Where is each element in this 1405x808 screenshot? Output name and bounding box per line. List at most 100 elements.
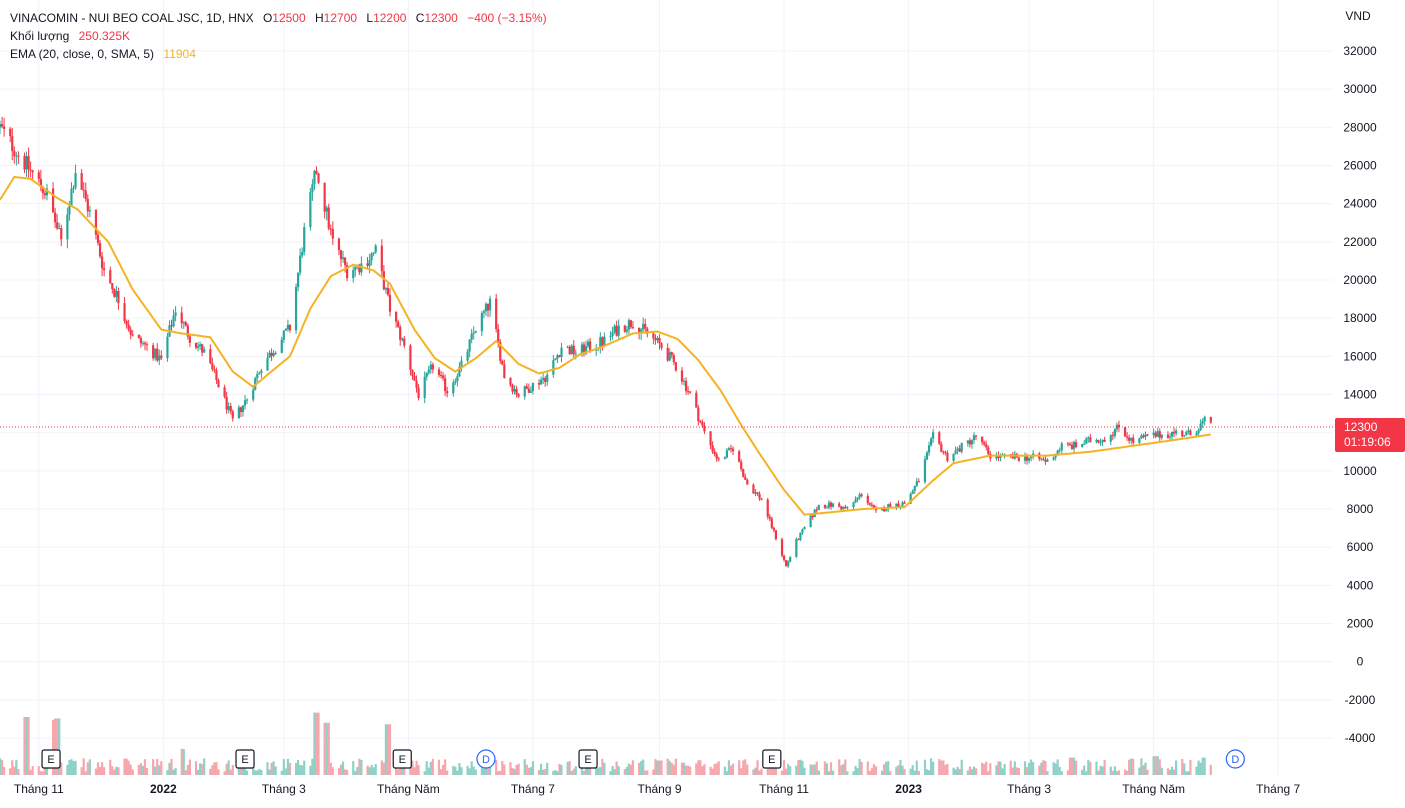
volume-legend-row[interactable]: Khối lượng 250.325K	[10, 27, 547, 45]
volume-bar	[925, 769, 929, 775]
candle-body	[772, 527, 775, 531]
volume-bar	[127, 760, 130, 775]
dividend-marker[interactable]	[1225, 749, 1245, 769]
volume-bar	[556, 771, 559, 775]
candle-body	[789, 556, 792, 562]
candle-body	[768, 516, 771, 519]
volume-bar	[1066, 770, 1069, 775]
low-value: 12200	[373, 11, 407, 25]
volume-bar	[1126, 770, 1129, 775]
candle-body	[141, 343, 145, 345]
y-axis[interactable]: VND 320003000028000260002400022000200001…	[1343, 9, 1377, 745]
candle-body	[615, 325, 618, 336]
dividend-marker[interactable]	[476, 749, 496, 769]
earnings-marker[interactable]	[392, 749, 412, 769]
volume-bar	[0, 759, 4, 775]
volume-bar	[531, 761, 535, 775]
volume-bar	[413, 767, 416, 775]
volume-bar	[697, 760, 700, 775]
candle-body	[1025, 455, 1029, 461]
candle-body	[756, 492, 759, 494]
volume-bar	[141, 765, 145, 775]
volume-bar	[597, 767, 600, 775]
volume-bar	[51, 719, 55, 775]
volume-label[interactable]: Khối lượng	[10, 29, 70, 43]
volume-bar	[895, 766, 898, 775]
volume-bar	[509, 762, 512, 775]
earnings-marker[interactable]	[578, 749, 598, 769]
earnings-marker[interactable]	[235, 749, 255, 769]
volume-bar	[809, 764, 812, 775]
volume-bar	[439, 769, 443, 775]
candle-body	[838, 503, 841, 507]
volume-bar	[0, 758, 2, 775]
candle-body	[731, 448, 735, 452]
candle-body	[929, 438, 933, 446]
candle-body	[213, 369, 216, 371]
candle-body	[384, 287, 388, 290]
ema-legend-row[interactable]: EMA (20, close, 0, SMA, 5) 11904	[10, 45, 547, 63]
volume-bar	[970, 769, 974, 775]
candle-body	[117, 291, 120, 304]
volume-bar	[311, 758, 314, 775]
candle-body	[758, 493, 761, 499]
volume-bar	[840, 765, 843, 775]
candle-body	[868, 503, 871, 505]
volume-bar	[109, 759, 112, 775]
volume-bar	[431, 758, 434, 775]
earnings-marker[interactable]	[41, 749, 61, 769]
candle-body	[1185, 431, 1188, 436]
volume-bar	[938, 758, 941, 775]
candle-body	[646, 328, 649, 334]
candle-body	[782, 555, 786, 561]
volume-bar	[154, 766, 157, 775]
x-axis[interactable]: Tháng 11 2022 Tháng 3 Tháng Năm Tháng 7 Tháng…	[14, 782, 1301, 796]
candle-body	[484, 303, 488, 312]
volume-bar	[542, 769, 545, 775]
volume-bar	[1046, 771, 1049, 775]
volume-bar	[115, 766, 118, 775]
candle-body	[370, 253, 373, 261]
candle-body	[729, 448, 733, 450]
candle-body	[695, 392, 698, 408]
volume-bar	[660, 760, 663, 775]
candle-body	[127, 324, 130, 330]
volume-bar	[601, 758, 604, 775]
candle-body	[386, 287, 390, 295]
volume-bar	[860, 762, 863, 775]
candle-body	[1189, 430, 1192, 436]
candle-body	[196, 345, 200, 348]
volume-bars	[0, 712, 1212, 775]
volume-bar	[388, 724, 392, 775]
volume-bar	[795, 765, 798, 775]
volume-bar	[1101, 766, 1104, 775]
symbol-title[interactable]: VINACOMIN - NUI BEO COAL JSC, 1D, HNX	[10, 11, 254, 25]
volume-bar	[282, 759, 285, 775]
legend: VINACOMIN - NUI BEO COAL JSC, 1D, HNX O1…	[10, 9, 547, 63]
candle-body	[256, 374, 259, 379]
volume-bar	[654, 759, 657, 775]
volume-bar	[944, 764, 947, 775]
volume-bar	[670, 762, 673, 775]
candle-body	[1068, 443, 1072, 445]
volume-bar	[1072, 757, 1076, 775]
ema-label[interactable]: EMA (20, close, 0, SMA, 5)	[10, 47, 155, 61]
candle-body	[315, 170, 318, 174]
volume-bar	[844, 759, 847, 775]
candle-body	[1128, 437, 1131, 441]
volume-bar	[15, 760, 18, 775]
earnings-marker[interactable]	[762, 749, 782, 769]
candle-body	[701, 421, 704, 426]
candle-body	[1156, 431, 1159, 437]
volume-bar	[174, 767, 177, 775]
candle-body	[158, 355, 161, 361]
symbol-ohlc-row[interactable]: VINACOMIN - NUI BEO COAL JSC, 1D, HNX O1…	[10, 9, 547, 27]
volume-bar	[874, 766, 878, 775]
candle-body	[58, 228, 61, 230]
candle-body	[658, 337, 661, 344]
volume-bar	[652, 769, 655, 775]
candle-body	[268, 352, 271, 358]
